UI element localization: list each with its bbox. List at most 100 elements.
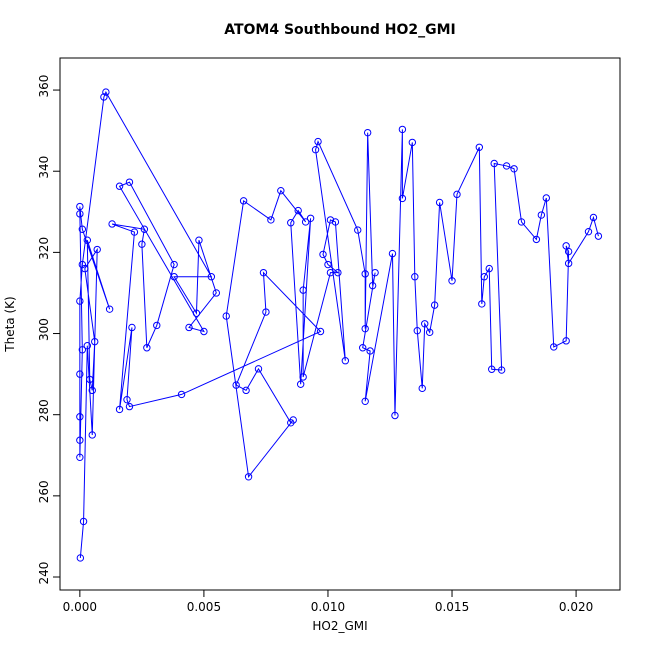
x-tick-label: 0.005 bbox=[187, 600, 221, 614]
point bbox=[239, 197, 248, 205]
point bbox=[411, 273, 419, 281]
point bbox=[418, 384, 426, 393]
point bbox=[83, 236, 91, 244]
point bbox=[517, 218, 526, 226]
point bbox=[324, 260, 332, 269]
point bbox=[311, 146, 320, 154]
point bbox=[408, 138, 417, 147]
point bbox=[550, 343, 558, 351]
point bbox=[306, 214, 315, 222]
point bbox=[78, 260, 87, 269]
point bbox=[143, 344, 151, 352]
point bbox=[299, 373, 307, 381]
point bbox=[314, 137, 322, 146]
point bbox=[301, 218, 310, 226]
point bbox=[361, 397, 369, 406]
point bbox=[195, 236, 203, 244]
point bbox=[478, 300, 486, 308]
point bbox=[86, 375, 94, 384]
point bbox=[78, 225, 87, 233]
point bbox=[497, 366, 506, 374]
point bbox=[232, 381, 240, 389]
point bbox=[140, 225, 149, 233]
point bbox=[562, 337, 570, 345]
point bbox=[91, 337, 99, 346]
point bbox=[76, 436, 84, 444]
point bbox=[388, 249, 397, 258]
point bbox=[153, 321, 161, 330]
point bbox=[93, 245, 101, 254]
point bbox=[475, 143, 484, 151]
point bbox=[564, 259, 573, 268]
point bbox=[242, 386, 250, 395]
point bbox=[316, 327, 325, 336]
point bbox=[537, 211, 546, 219]
point bbox=[83, 342, 91, 350]
point bbox=[485, 264, 493, 273]
point bbox=[212, 289, 221, 297]
point bbox=[138, 240, 146, 248]
x-tick-label: 0.015 bbox=[435, 600, 469, 614]
point bbox=[448, 277, 456, 285]
point bbox=[170, 260, 178, 269]
point bbox=[562, 242, 570, 250]
point bbox=[289, 416, 297, 424]
point bbox=[76, 297, 84, 305]
point bbox=[594, 232, 603, 240]
point bbox=[287, 219, 295, 227]
series-line bbox=[79, 90, 599, 558]
plot-box bbox=[59, 57, 621, 591]
y-tick-label: 360 bbox=[37, 75, 51, 98]
point bbox=[259, 268, 268, 277]
point bbox=[542, 194, 551, 202]
y-tick-label: 280 bbox=[37, 399, 51, 422]
point bbox=[425, 328, 434, 337]
point bbox=[326, 268, 335, 277]
point bbox=[100, 93, 108, 101]
x-tick-label: 0.020 bbox=[559, 600, 593, 614]
point bbox=[177, 390, 186, 399]
point bbox=[76, 370, 84, 378]
point bbox=[453, 190, 461, 199]
point bbox=[78, 346, 87, 354]
point bbox=[102, 88, 110, 96]
point bbox=[490, 159, 498, 168]
point bbox=[319, 250, 327, 259]
x-axis-label: HO2_GMI bbox=[312, 619, 367, 633]
y-axis-label: Theta (K) bbox=[3, 296, 17, 352]
point bbox=[130, 228, 139, 236]
point bbox=[363, 128, 372, 137]
point bbox=[108, 220, 116, 228]
point bbox=[76, 210, 84, 218]
point bbox=[371, 268, 379, 277]
point bbox=[200, 327, 208, 336]
point bbox=[185, 323, 193, 332]
point bbox=[125, 178, 134, 186]
point bbox=[341, 357, 350, 365]
x-tick-label: 0.010 bbox=[311, 600, 345, 614]
point bbox=[584, 227, 593, 236]
point bbox=[254, 365, 263, 373]
chart-title: ATOM4 Southbound HO2_GMI bbox=[224, 22, 456, 38]
point bbox=[115, 182, 124, 190]
point bbox=[398, 125, 407, 134]
point bbox=[244, 473, 253, 481]
point bbox=[170, 273, 178, 281]
point bbox=[326, 216, 335, 224]
point bbox=[76, 554, 85, 562]
point bbox=[262, 308, 270, 316]
point bbox=[391, 411, 399, 420]
point bbox=[105, 305, 114, 313]
y-tick-label: 340 bbox=[37, 156, 51, 179]
point bbox=[398, 194, 407, 203]
y-tick-label: 300 bbox=[37, 318, 51, 341]
point bbox=[510, 165, 518, 173]
point bbox=[354, 226, 362, 234]
point bbox=[267, 216, 275, 224]
point bbox=[123, 395, 131, 404]
point bbox=[331, 218, 340, 226]
point bbox=[81, 264, 89, 273]
y-tick-label: 260 bbox=[37, 480, 51, 503]
point bbox=[368, 281, 377, 290]
